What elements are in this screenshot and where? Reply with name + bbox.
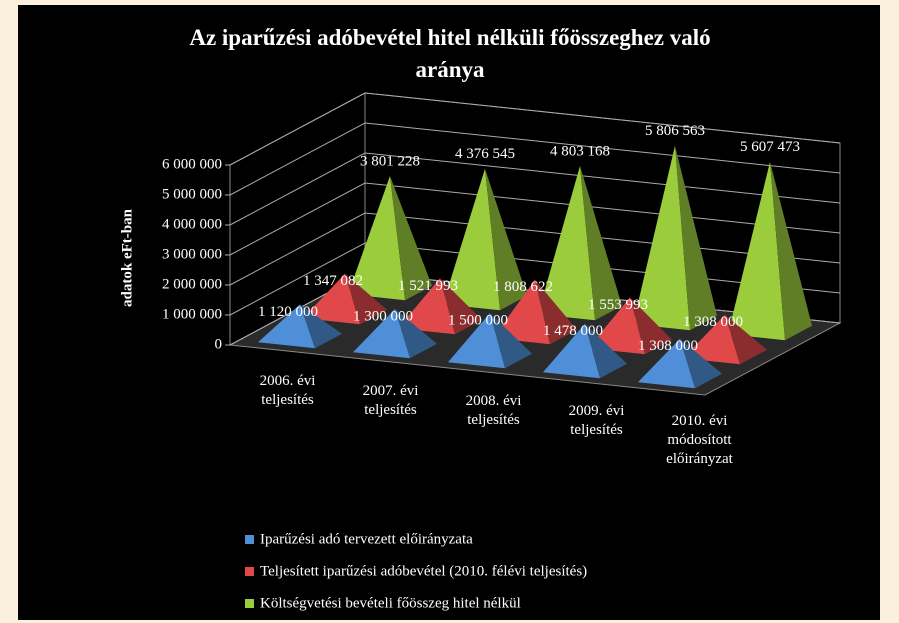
legend-swatch [245,535,254,544]
pyramid-front [448,313,505,369]
pyramid-side [675,145,717,331]
pyramid-side [390,176,432,301]
pyramid [633,145,717,331]
grid-line [229,122,841,196]
pyramid-front [543,323,600,379]
pyramid-side [395,309,437,359]
pyramid-side [725,314,767,365]
pyramid-side [585,323,627,379]
pyramid-side [485,168,527,311]
value-label: 1 308 000 [683,314,743,330]
value-label: 5 607 473 [740,139,800,155]
value-label: 1 500 000 [448,312,508,328]
pyramid-front [443,168,500,311]
y-tick-label: 1 000 000 [162,306,222,322]
pyramid-side [680,338,722,389]
value-label: 1 808 622 [493,279,553,295]
pyramid-front [538,165,595,321]
legend-label: Teljesített iparűzési adóbevétel (2010. … [260,563,587,579]
value-label: 1 120 000 [258,304,318,320]
value-label: 1 478 000 [543,323,603,339]
chart-title: Az iparűzési adóbevétel hitel nélküli fő… [189,25,711,82]
pyramid-front [493,279,550,345]
pyramid-front [728,161,785,341]
pyramid-side [440,278,482,335]
pyramid-side [580,165,622,321]
legend-swatch [245,567,254,576]
y-tick-label: 6 000 000 [162,156,222,172]
pyramid-front [633,145,690,331]
pyramid [728,161,812,341]
value-label: 1 553 993 [588,297,648,313]
pyramid [588,297,672,355]
pyramid-front [588,297,645,355]
y-tick-label: 5 000 000 [162,186,222,202]
value-label: 1 347 082 [303,273,363,289]
pyramid [303,273,387,325]
legend-label: Költségvetési bevételi főösszeg hitel né… [260,595,521,611]
pyramid [258,304,342,349]
pyramid-side [490,313,532,369]
pyramid [443,168,527,311]
pyramid-side [630,297,672,355]
x-tick-label: 2008. évi teljesítés [465,393,522,428]
pyramid [538,165,622,321]
pyramid-front [638,338,695,389]
value-label: 4 376 545 [455,146,515,162]
pyramid-front [398,278,455,335]
pyramid [683,314,767,365]
y-tick-label: 3 000 000 [162,246,222,262]
pyramid [353,309,437,359]
value-label: 4 803 168 [550,143,610,159]
y-tick-label: 4 000 000 [162,216,222,232]
x-tick-label: 2007. évi teljesítés [362,383,419,418]
pyramid [543,323,627,379]
pyramid [493,279,577,345]
y-axis-label: adatok eFt-ban [119,208,135,307]
pyramid-front [303,273,360,325]
x-tick-label: 2010. évi módosított előirányzat [666,413,733,467]
x-tick-label: 2009. évi teljesítés [568,403,625,438]
y-tick-label: 0 [215,336,223,352]
pyramid-side [300,304,342,349]
pyramid-front [353,309,410,359]
pyramid [398,278,482,335]
legend-swatch [245,599,254,608]
grid-line [229,92,841,166]
value-label: 1 308 000 [638,338,698,354]
pyramid [348,176,432,301]
value-label: 1 300 000 [353,308,413,324]
value-label: 5 806 563 [645,123,705,139]
pyramid-side [345,273,387,325]
pyramid [448,313,532,369]
pyramid-front [683,314,740,365]
pyramid-side [770,161,812,341]
pyramid [638,338,722,389]
pyramid-side [535,279,577,345]
value-label: 1 521 993 [398,278,458,294]
y-tick-label: 2 000 000 [162,276,222,292]
legend-label: Iparűzési adó tervezett előirányzata [260,531,473,547]
x-tick-label: 2006. évi teljesítés [259,373,316,408]
pyramid-front [348,176,405,301]
pyramid-front [258,304,315,349]
value-label: 3 801 228 [360,153,420,169]
